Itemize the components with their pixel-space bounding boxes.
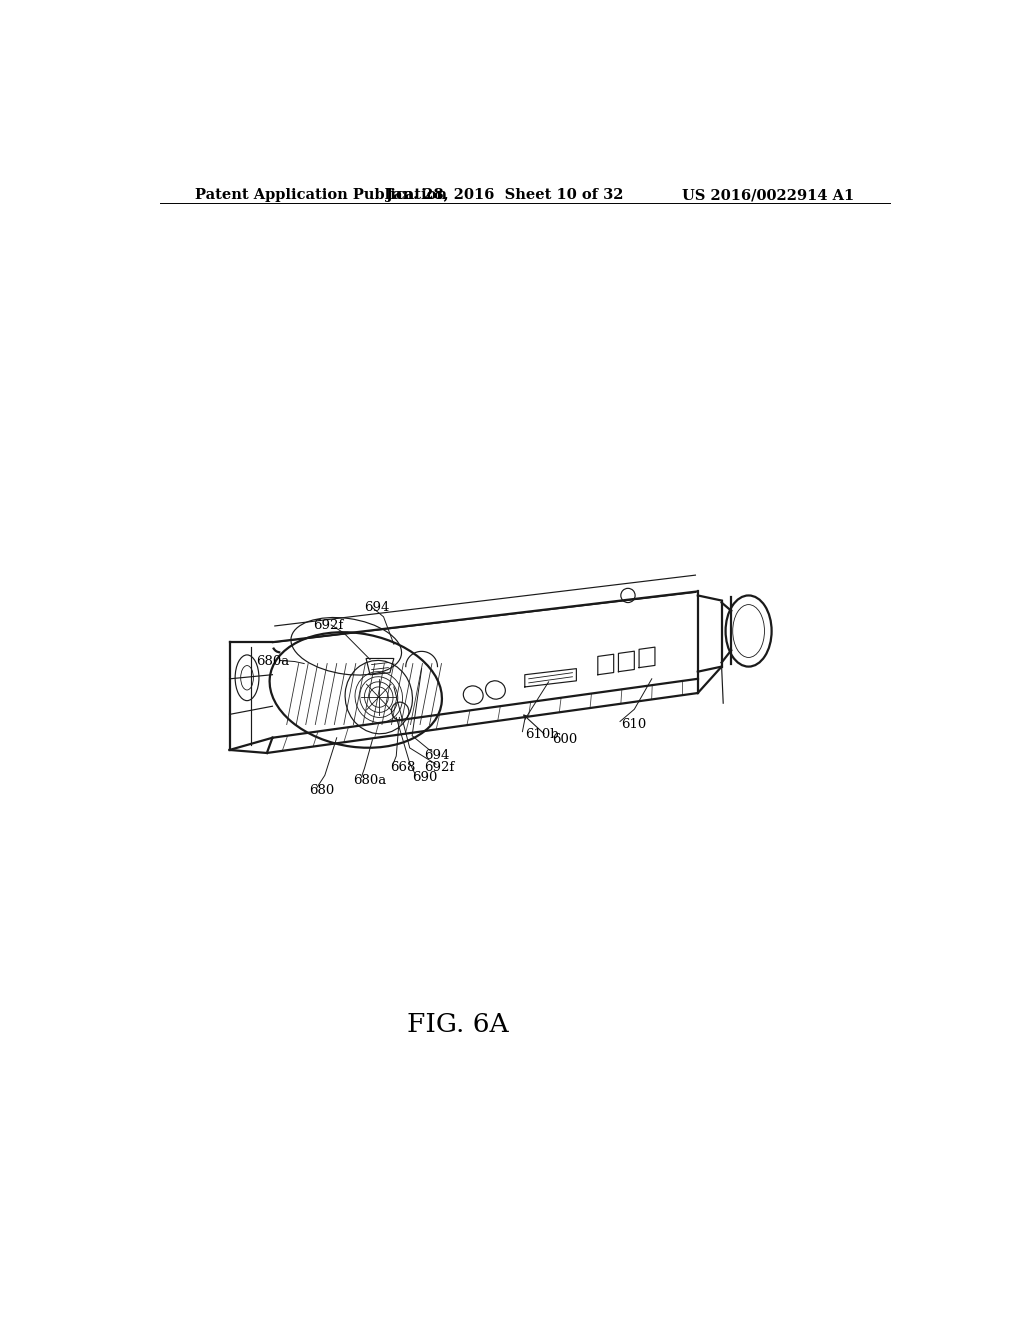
Text: 692f: 692f [424, 760, 455, 774]
Text: FIG. 6A: FIG. 6A [407, 1012, 508, 1038]
Text: 690: 690 [412, 771, 437, 784]
Text: Patent Application Publication: Patent Application Publication [196, 189, 447, 202]
Text: 680: 680 [309, 784, 334, 797]
Text: 694: 694 [424, 748, 450, 762]
Text: 668: 668 [390, 760, 416, 774]
Text: 680a: 680a [353, 774, 387, 787]
Text: 600: 600 [553, 734, 578, 746]
Text: 694: 694 [365, 601, 390, 614]
Text: 610: 610 [622, 718, 647, 731]
Text: Jan. 28, 2016  Sheet 10 of 32: Jan. 28, 2016 Sheet 10 of 32 [386, 189, 624, 202]
Text: 680a: 680a [257, 655, 290, 668]
Text: 692f: 692f [313, 619, 343, 632]
Text: 610b: 610b [524, 729, 558, 742]
Text: US 2016/0022914 A1: US 2016/0022914 A1 [682, 189, 854, 202]
